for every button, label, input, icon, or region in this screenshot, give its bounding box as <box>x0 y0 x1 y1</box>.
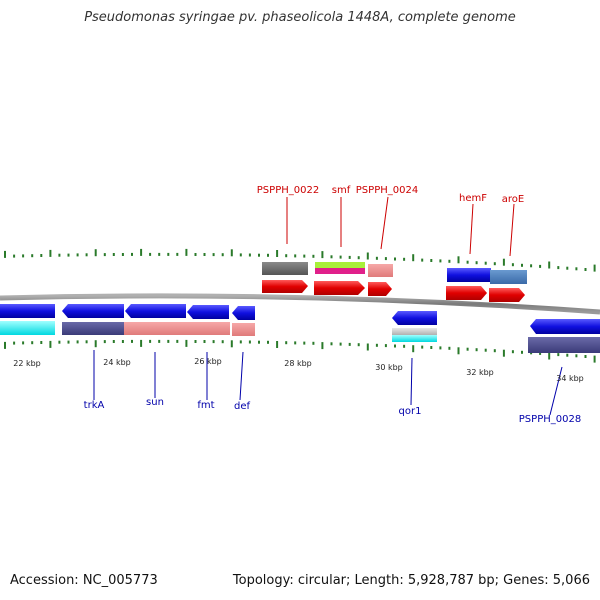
feature-block-lightgray <box>392 328 437 335</box>
scale-label-32kbp: 32 kbp <box>466 368 494 377</box>
scale-label-26kbp: 26 kbp <box>194 357 222 366</box>
feature-block-navy-right <box>528 337 600 353</box>
feature-block-magenta <box>315 268 365 274</box>
scale-label-30kbp: 30 kbp <box>375 363 403 372</box>
feature-block-cyan <box>392 335 437 342</box>
gene-label-def[interactable]: def <box>234 401 251 412</box>
feature-block-lime <box>315 262 365 268</box>
map-title: Pseudomonas syringae pv. phaseolicola 14… <box>84 10 516 25</box>
feature-block-blue <box>447 268 491 282</box>
scale-label-24kbp: 24 kbp <box>103 358 131 367</box>
leader-line-qor1 <box>410 357 413 406</box>
accession-text: Accession: NC_005773 <box>10 573 158 588</box>
lower-tick-row <box>4 339 596 363</box>
gene-label-sun[interactable]: sun <box>146 397 164 408</box>
gene-arrow-qor1[interactable] <box>392 311 437 325</box>
gene-label-pspph0028[interactable]: PSPPH_0028 <box>519 414 581 425</box>
leader-line-pspph0028 <box>549 366 563 416</box>
feature-block-gray <box>262 262 308 275</box>
feature-block-pink-long <box>124 322 230 335</box>
gene-label-pspph0024[interactable]: PSPPH_0024 <box>356 185 418 196</box>
gene-arrow-fmt[interactable] <box>187 305 229 319</box>
gene-arrow-aroe[interactable] <box>489 288 525 302</box>
feature-block-pink <box>368 264 393 277</box>
gene-arrow-pspph0024[interactable] <box>368 282 392 296</box>
gene-arrow-pspph0028[interactable] <box>530 319 600 334</box>
leader-line-aroe <box>509 203 515 257</box>
feature-block-cyan-left <box>0 321 55 335</box>
gene-label-qor1[interactable]: qor1 <box>399 406 422 417</box>
leader-line-def <box>239 351 244 401</box>
genome-stats-text: Topology: circular; Length: 5,928,787 bp… <box>232 573 590 588</box>
gene-arrow-hemf[interactable] <box>446 286 487 300</box>
scale-label-22kbp: 22 kbp <box>13 359 41 368</box>
gene-arrow-sun[interactable] <box>125 304 186 318</box>
upper-tick-row <box>4 248 596 272</box>
gene-arrow-def[interactable] <box>232 306 255 320</box>
gene-label-hemf[interactable]: hemF <box>459 193 487 204</box>
leader-line-hemf <box>469 203 474 255</box>
gene-label-smf[interactable]: smf <box>332 185 351 196</box>
feature-block-steel <box>490 270 527 284</box>
gene-arrow-smf[interactable] <box>314 281 365 295</box>
gene-label-pspph0022[interactable]: PSPPH_0022 <box>257 185 319 196</box>
gene-label-trka[interactable]: trkA <box>84 400 105 411</box>
gene-arrow-left-edge[interactable] <box>0 304 55 318</box>
gene-label-fmt[interactable]: fmt <box>197 400 214 411</box>
genome-backbone <box>0 293 600 315</box>
scale-label-34kbp: 34 kbp <box>556 374 584 383</box>
leader-line-pspph0024 <box>380 196 389 250</box>
scale-label-28kbp: 28 kbp <box>284 359 312 368</box>
gene-arrow-trka[interactable] <box>62 304 124 318</box>
gene-arrow-pspph0022[interactable] <box>262 280 308 293</box>
feature-block-pink-short <box>232 323 255 336</box>
gene-label-aroe[interactable]: aroE <box>502 194 524 205</box>
feature-block-navy <box>62 322 124 335</box>
